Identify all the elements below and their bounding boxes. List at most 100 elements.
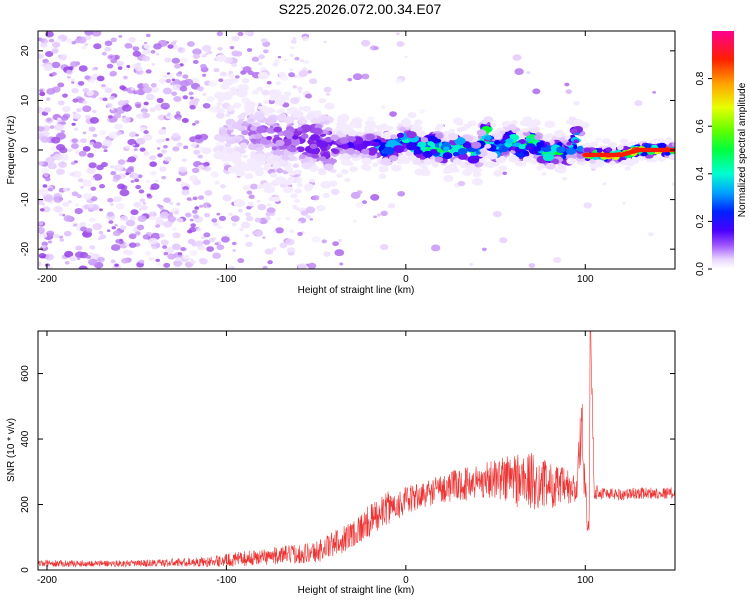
heatmap-cell: [150, 86, 160, 93]
heatmap-ridge-cell: [624, 166, 632, 171]
heatmap-cell: [119, 225, 127, 231]
heatmap-cell: [38, 126, 45, 132]
heatmap-ridge-cell: [283, 187, 292, 193]
heatmap-cell: [186, 41, 195, 47]
heatmap-cell: [90, 177, 95, 181]
heatmap-cell: [370, 193, 380, 201]
heatmap-cell: [199, 204, 204, 208]
heatmap-cell: [122, 104, 132, 112]
heatmap-ridge-cell: [242, 185, 250, 191]
heatmap-cell: [135, 231, 141, 236]
heatmap-cell: [135, 133, 139, 137]
snr-x-label: Height of straight line (km): [298, 585, 415, 596]
heatmap-cell: [276, 168, 284, 174]
heatmap-cell: [602, 182, 607, 186]
heatmap-ridge-cell: [233, 102, 242, 109]
heatmap-cell: [156, 147, 161, 150]
heatmap-ridge-cell: [368, 147, 378, 154]
heatmap-cell: [200, 52, 206, 56]
y-tick-label: -10: [20, 192, 31, 207]
heatmap-cell: [47, 232, 54, 237]
heatmap-cell: [109, 70, 118, 77]
heatmap-cell: [299, 59, 305, 63]
heatmap-ridge-cell: [398, 154, 407, 161]
heatmap-ridge-cell: [637, 155, 643, 160]
heatmap-ridge-cell: [664, 151, 671, 156]
heatmap-cell: [258, 62, 263, 66]
colorbar-tick-label: 0.0: [695, 262, 706, 276]
heatmap-ridge-cell: [442, 141, 451, 148]
heatmap-cell: [77, 80, 85, 86]
heatmap-ridge-cell: [273, 160, 280, 166]
heatmap-cell: [178, 71, 182, 75]
heatmap-ridge-cell: [283, 96, 290, 101]
heatmap-cell: [84, 31, 94, 36]
heatmap-cell: [88, 258, 98, 266]
heatmap-cell: [106, 211, 115, 217]
heatmap-cell: [92, 223, 103, 231]
heatmap-ridge-cell: [481, 119, 488, 125]
heatmap-cell: [672, 182, 675, 187]
heatmap-cell: [216, 31, 223, 37]
heatmap-cell: [58, 55, 67, 61]
heatmap-ridge-cell: [230, 151, 243, 160]
heatmap-ridge-cell: [317, 168, 325, 174]
heatmap-ridge-cell: [447, 163, 458, 171]
heatmap-cell: [526, 71, 531, 75]
heatmap-cell: [231, 222, 237, 227]
heatmap-cell: [143, 130, 149, 135]
heatmap-cell: [389, 111, 397, 117]
heatmap-ridge-cell: [310, 116, 322, 125]
heatmap-ridge-cell: [467, 120, 477, 127]
heatmap-cell: [89, 141, 95, 146]
heatmap-ridge-cell: [356, 131, 363, 136]
heatmap-cell: [309, 218, 314, 221]
heatmap-cell: [59, 238, 65, 242]
snr-frame: [37, 330, 676, 571]
heatmap-cell: [98, 97, 104, 101]
heatmap-cell: [325, 92, 331, 96]
heatmap-ridge-cell: [472, 138, 478, 143]
heatmap-cell: [266, 80, 272, 85]
heatmap-cell: [84, 43, 89, 46]
heatmap-cell: [82, 45, 87, 50]
heatmap-cell: [301, 36, 309, 42]
heatmap-cell: [234, 75, 240, 79]
heatmap-cell: [90, 186, 97, 191]
heatmap-cell: [283, 58, 288, 62]
heatmap-cell: [53, 196, 63, 203]
heatmap-cell: [99, 208, 103, 212]
heatmap-cell: [180, 181, 187, 187]
heatmap-cell: [71, 191, 79, 197]
heatmap-ridge-cell: [602, 138, 611, 145]
heatmap-cell: [110, 244, 121, 251]
heatmap-cell: [125, 145, 130, 149]
heatmap-cell: [305, 214, 311, 219]
heatmap-cell: [185, 212, 192, 218]
heatmap-cell: [121, 258, 129, 264]
heatmap-cell: [165, 78, 172, 83]
heatmap-ridge-cell: [361, 157, 373, 165]
heatmap-cell: [63, 230, 72, 237]
heatmap-cell: [189, 99, 199, 107]
heatmap-cell: [113, 195, 122, 203]
heatmap-cell: [148, 215, 156, 221]
heatmap-cell: [109, 165, 115, 169]
heatmap-cell: [73, 127, 79, 131]
heatmap-cell: [65, 38, 73, 44]
heatmap-cell: [203, 232, 211, 238]
heatmap-cell: [481, 247, 487, 252]
heatmap-cell: [78, 150, 87, 157]
heatmap-ridge-cell: [414, 119, 423, 126]
heatmap-cell: [192, 48, 202, 56]
heatmap-ridge-cell: [379, 166, 387, 172]
heatmap-cell: [114, 263, 119, 267]
heatmap-ridge-cell: [375, 124, 385, 132]
colorbar-tick-label: 0.4: [695, 166, 706, 180]
heatmap-ridge-cell: [471, 177, 484, 186]
heatmap-ridge-cell: [422, 150, 433, 158]
heatmap-cell: [330, 188, 340, 196]
heatmap-cell: [514, 68, 524, 75]
heatmap-ridge-cell: [256, 86, 264, 92]
heatmap-cell: [171, 41, 177, 46]
